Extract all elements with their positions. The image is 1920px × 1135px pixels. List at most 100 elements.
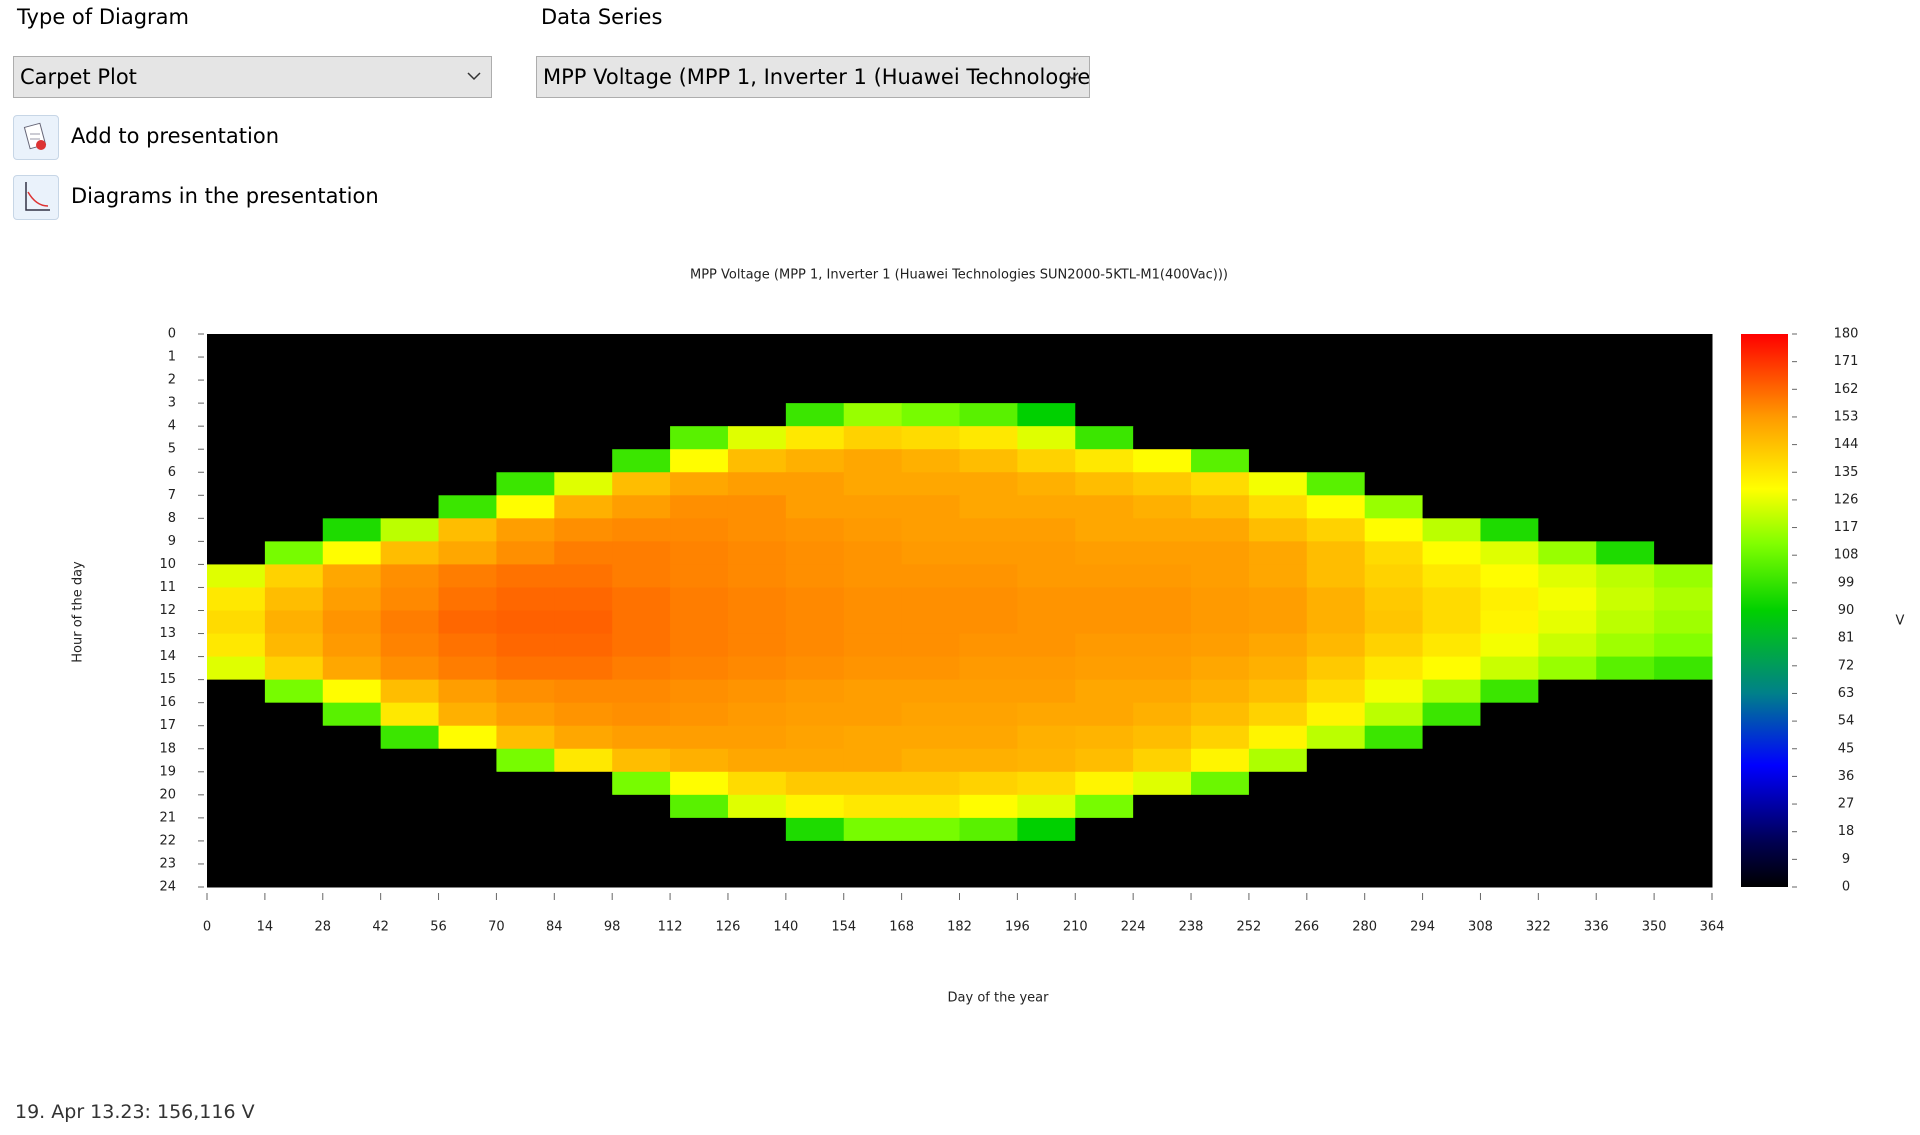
heatmap-cell: [207, 725, 266, 750]
heatmap-cell: [1306, 426, 1366, 450]
heatmap-cell: [1075, 495, 1134, 519]
heatmap-cell: [1538, 495, 1597, 519]
heatmap-cell: [1075, 403, 1134, 427]
button-label[interactable]: Diagrams in the presentation: [71, 184, 379, 208]
heatmap-cell: [1422, 380, 1481, 404]
heatmap-cell: [843, 380, 903, 404]
heatmap-cell: [843, 633, 903, 658]
heatmap-cell: [1596, 863, 1655, 888]
heatmap-cell: [959, 840, 1018, 865]
heatmap-cell: [1364, 794, 1424, 819]
heatmap-cell: [1422, 656, 1481, 681]
heatmap-cell: [1480, 748, 1539, 773]
heatmap-cell: [1306, 817, 1366, 842]
heatmap-cell: [438, 817, 497, 842]
heatmap-cell: [612, 840, 671, 865]
heatmap-cell: [727, 702, 787, 727]
heatmap-cell: [612, 380, 671, 404]
y-tick-label: 13: [159, 626, 176, 641]
heatmap-cell: [1364, 817, 1424, 842]
heatmap-cell: [843, 656, 903, 681]
heatmap-cell: [264, 495, 324, 519]
colorbar: [1741, 334, 1788, 887]
y-tick-label: 7: [168, 488, 176, 503]
heatmap-cell: [1596, 679, 1655, 704]
heatmap-cell: [843, 587, 903, 611]
heatmap-cell: [322, 633, 382, 658]
heatmap-cell: [1364, 771, 1424, 796]
heatmap-cell: [1133, 334, 1192, 358]
heatmap-cell: [1422, 449, 1481, 473]
heatmap-cell: [496, 518, 555, 542]
heatmap-cell: [1422, 357, 1481, 381]
heatmap-cell: [1191, 403, 1250, 427]
heatmap-cell: [1654, 771, 1713, 796]
heatmap-cell: [322, 380, 382, 404]
heatmap-cell: [1480, 725, 1539, 750]
heatmap-cell: [1248, 817, 1308, 842]
heatmap-cell: [1480, 587, 1539, 611]
heatmap-cell: [264, 610, 324, 635]
dropdown[interactable]: Carpet Plot: [13, 56, 492, 98]
colorbar-tick-label: 153: [1834, 409, 1859, 424]
heatmap-cell: [207, 748, 266, 773]
heatmap-cell: [207, 380, 266, 404]
heatmap-cell: [380, 380, 440, 404]
heatmap-cell: [1075, 702, 1134, 727]
heatmap-cell: [322, 863, 382, 888]
heatmap-cell: [1538, 334, 1597, 358]
heatmap-cell: [1248, 380, 1308, 404]
heatmap-cell: [959, 679, 1018, 704]
heatmap-cell: [785, 702, 845, 727]
heatmap-cell: [1654, 357, 1713, 381]
heatmap-cell: [1538, 610, 1597, 635]
heatmap-cell: [496, 610, 555, 635]
heatmap-cell: [785, 472, 845, 496]
heatmap-cell: [322, 702, 382, 727]
heatmap-cell: [1133, 771, 1192, 796]
x-tick-label: 336: [1584, 920, 1609, 935]
heatmap-cell: [959, 495, 1018, 519]
heatmap-cell: [1596, 403, 1655, 427]
heatmap-cell: [727, 495, 787, 519]
heatmap-cell: [1133, 564, 1192, 588]
heatmap-cell: [438, 403, 497, 427]
y-tick-label: 2: [168, 373, 176, 388]
colorbar-tick-label: 18: [1838, 824, 1855, 839]
heatmap-cell: [1075, 472, 1134, 496]
heatmap-cell: [380, 748, 440, 773]
heatmap-cell: [554, 426, 613, 450]
heatmap-cell: [496, 472, 555, 496]
heatmap-cell: [1480, 794, 1539, 819]
heatmap-cell: [1654, 564, 1713, 588]
heatmap-cell: [264, 840, 324, 865]
button-label[interactable]: Add to presentation: [71, 124, 280, 148]
heatmap-cell: [438, 357, 497, 381]
heatmap-cell: [1538, 748, 1597, 773]
heatmap-cell: [1422, 633, 1481, 658]
heatmap-cell: [1133, 656, 1192, 681]
y-tick-label: 12: [159, 603, 176, 618]
heatmap-cell: [496, 403, 555, 427]
y-axis-title: Hour of the day: [71, 561, 86, 663]
colorbar-tick-label: 72: [1838, 658, 1855, 673]
y-tick-label: 6: [168, 465, 176, 480]
heatmap-cell: [1596, 426, 1655, 450]
diagrams-icon[interactable]: [13, 175, 59, 220]
dropdown[interactable]: MPP Voltage (MPP 1, Inverter 1 (Huawei T…: [536, 56, 1090, 98]
heatmap-cell: [785, 449, 845, 473]
y-tick-label: 11: [159, 580, 176, 595]
add-icon[interactable]: [13, 115, 59, 160]
heatmap-cell: [380, 840, 440, 865]
heatmap-cell: [1248, 426, 1308, 450]
heatmap-cell: [207, 541, 266, 565]
colorbar-tick-label: 63: [1838, 686, 1855, 701]
heatmap-cell: [438, 725, 497, 750]
heatmap-cell: [1596, 794, 1655, 819]
heatmap-cell: [670, 541, 729, 565]
heatmap-cell: [1248, 518, 1308, 542]
heatmap-cell: [264, 403, 324, 427]
heatmap-cell: [1480, 449, 1539, 473]
heatmap-cell: [1422, 541, 1481, 565]
